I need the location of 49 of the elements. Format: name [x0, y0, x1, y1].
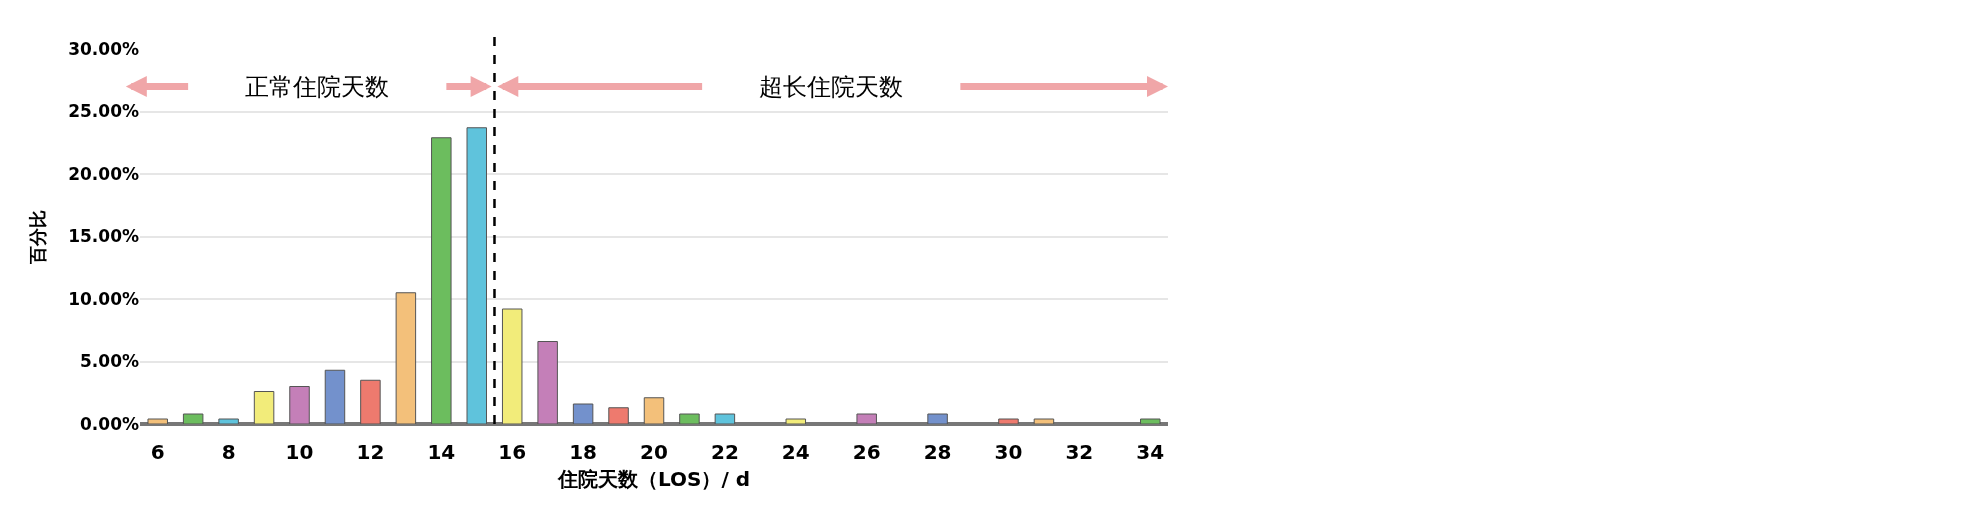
bar	[714, 413, 736, 424]
x-tick-label: 10	[285, 440, 314, 464]
bar	[466, 127, 488, 424]
x-tick-label: 18	[569, 440, 598, 464]
bar	[501, 308, 523, 424]
bar	[643, 397, 665, 424]
x-tick-label: 28	[923, 440, 952, 464]
bar	[395, 292, 417, 424]
bar	[608, 407, 629, 424]
y-tick-label: 0.00%	[80, 413, 139, 434]
bar	[537, 341, 558, 424]
y-tick-label: 25.00%	[68, 101, 139, 122]
bar	[324, 369, 346, 424]
bar	[572, 403, 594, 424]
bar	[1033, 418, 1055, 424]
x-tick-label: 30	[994, 440, 1023, 464]
bar	[431, 137, 452, 424]
y-tick-label: 5.00%	[80, 351, 139, 372]
x-tick-label: 20	[640, 440, 668, 464]
x-tick-label: 24	[781, 440, 810, 464]
bar	[785, 418, 807, 424]
x-tick-label: 6	[150, 440, 165, 464]
bar	[289, 386, 310, 424]
x-tick-label: 14	[427, 440, 456, 464]
y-tick-label: 30.00%	[68, 38, 139, 59]
x-axis-title: 住院天数（LOS）/ d	[556, 466, 751, 491]
x-tick-label: 32	[1065, 440, 1094, 464]
bar	[360, 379, 381, 424]
annotation: 超长住院天数	[759, 73, 903, 101]
bar	[1140, 418, 1161, 424]
bar	[182, 413, 204, 424]
y-tick-label: 10.00%	[68, 288, 139, 309]
x-tick-label: 12	[356, 440, 385, 464]
bar	[927, 413, 948, 424]
bar	[998, 418, 1019, 424]
x-tick-label: 8	[221, 440, 236, 464]
bar	[679, 413, 700, 424]
bar	[218, 418, 239, 424]
x-tick-label: 26	[852, 440, 881, 464]
annotation: 正常住院天数	[245, 73, 389, 101]
y-tick-label: 15.00%	[68, 226, 139, 247]
bar	[856, 413, 877, 424]
y-tick-label: 20.00%	[68, 163, 139, 184]
x-tick-label: 16	[498, 440, 527, 464]
x-tick-label: 34	[1136, 440, 1165, 464]
x-tick-label: 22	[710, 440, 739, 464]
bar	[253, 391, 275, 424]
bar	[147, 418, 168, 424]
y-axis-title: 百分比	[27, 209, 49, 265]
